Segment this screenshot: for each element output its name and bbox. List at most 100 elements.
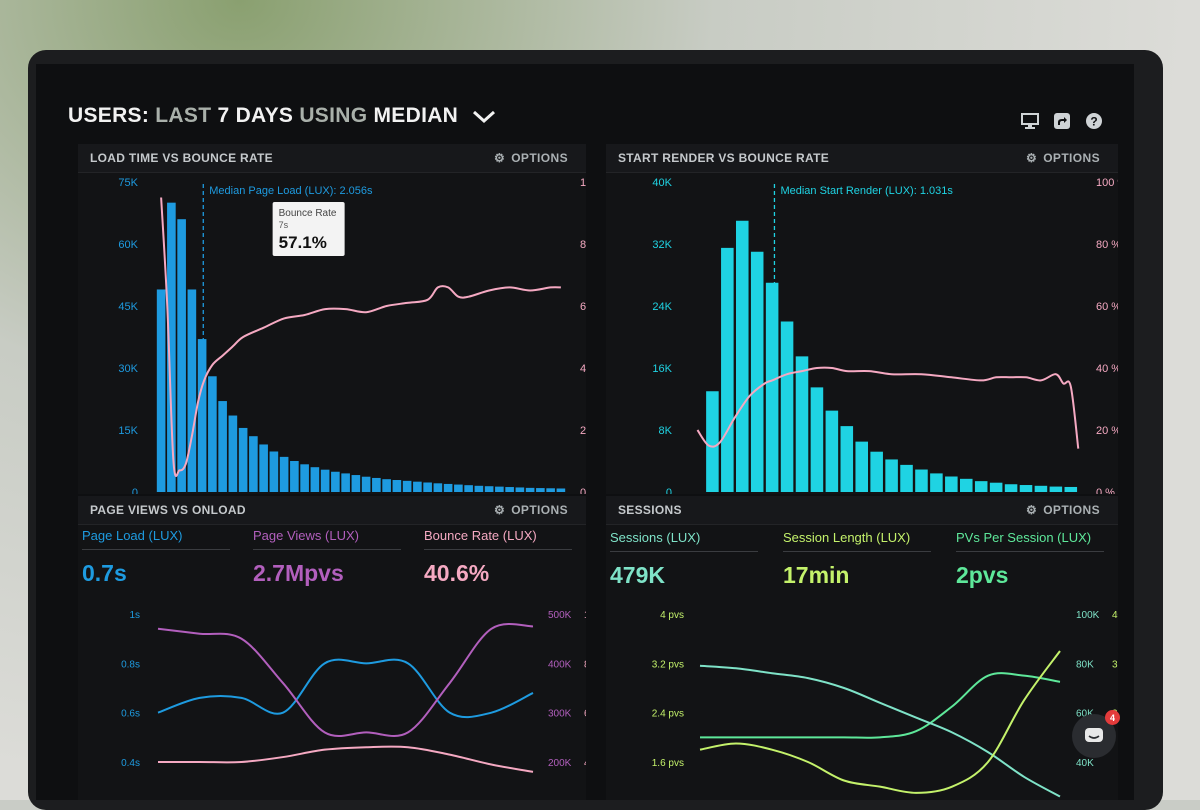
tooltip-sub: 7s bbox=[279, 220, 289, 230]
title-using: USING bbox=[299, 104, 368, 127]
gear-icon: ⚙ bbox=[494, 151, 506, 165]
options-label: OPTIONS bbox=[1043, 503, 1100, 517]
bar bbox=[156, 289, 166, 492]
options-label: OPTIONS bbox=[1043, 151, 1100, 165]
title-last: LAST bbox=[155, 104, 212, 127]
title-median: MEDIAN bbox=[373, 104, 459, 127]
metric-divider bbox=[253, 549, 401, 550]
bar bbox=[290, 461, 299, 492]
bounce-rate-line bbox=[696, 366, 1080, 449]
bar bbox=[443, 483, 453, 492]
metric-value: 17min bbox=[783, 562, 850, 588]
metric-label: PVs Per Session (LUX) bbox=[956, 530, 1092, 545]
y2-tick-label: 200K bbox=[548, 758, 572, 769]
bar bbox=[433, 483, 443, 492]
metric-value: 40.6% bbox=[424, 560, 490, 586]
title-users: USERS: bbox=[68, 104, 150, 127]
bar bbox=[546, 488, 555, 492]
options-label: OPTIONS bbox=[511, 151, 568, 165]
series-line bbox=[157, 658, 534, 719]
load-time-chart: 0 15K 30K 45K 60K 75K 0 % 20 % 40 % 60 % 80 % 100 %… bbox=[118, 177, 586, 494]
metric-bounce-rate[interactable]: Bounce Rate (LUX) 40.6% bbox=[424, 528, 572, 587]
y-tick-label: 32K bbox=[652, 239, 672, 251]
panel-title: START RENDER VS BOUNCE RATE bbox=[618, 151, 829, 165]
series-line bbox=[699, 650, 1061, 794]
bar bbox=[187, 289, 197, 492]
metric-label: Bounce Rate (LUX) bbox=[424, 528, 537, 543]
chevron-down-icon[interactable] bbox=[472, 106, 496, 130]
y-tick-label: 0.6s bbox=[121, 709, 140, 720]
bar bbox=[959, 478, 973, 492]
page-views-panel: PAGE VIEWS VS ONLOAD ⚙ OPTIONS Page Load … bbox=[78, 496, 586, 800]
y2-tick-label: 60 % bbox=[1096, 301, 1118, 313]
y2-tick-label: 20 % bbox=[580, 425, 586, 437]
metric-session-length[interactable]: Session Length (LUX) 17min bbox=[783, 530, 931, 589]
bar bbox=[974, 481, 988, 492]
y2-tick-label: 0 % bbox=[1096, 487, 1115, 494]
y2-tick-label: 400K bbox=[548, 659, 572, 670]
metric-divider bbox=[424, 549, 572, 550]
bar bbox=[423, 482, 432, 492]
y-tick-label: 3.2 pvs bbox=[652, 659, 684, 670]
panel-header: LOAD TIME VS BOUNCE RATE ⚙ OPTIONS bbox=[78, 144, 586, 173]
monitor-icon[interactable] bbox=[1020, 112, 1040, 130]
y-tick-label: 30K bbox=[118, 363, 138, 375]
title-days: 7 DAYS bbox=[217, 104, 294, 127]
y3-tick-label: 40 min bbox=[1112, 610, 1118, 621]
load-time-panel: LOAD TIME VS BOUNCE RATE ⚙ OPTIONS 0 15K 30… bbox=[78, 144, 586, 494]
metric-pvs-per-session[interactable]: PVs Per Session (LUX) 2pvs bbox=[956, 530, 1104, 589]
bar bbox=[930, 473, 943, 492]
help-icon[interactable]: ? bbox=[1084, 112, 1104, 130]
options-label: OPTIONS bbox=[511, 503, 568, 517]
metric-sessions[interactable]: Sessions (LUX) 479K bbox=[610, 530, 758, 589]
y3-tick-label: 40% bbox=[584, 758, 586, 769]
metric-value: 2.7Mpvs bbox=[253, 560, 344, 586]
y2-tick-label: 500K bbox=[548, 610, 572, 621]
bar bbox=[341, 473, 350, 492]
bar bbox=[310, 467, 320, 492]
options-button[interactable]: ⚙ OPTIONS bbox=[494, 151, 568, 165]
metric-divider bbox=[956, 551, 1104, 552]
y2-tick-label: 60K bbox=[1076, 709, 1094, 720]
series-line bbox=[699, 664, 1061, 798]
page-title[interactable]: USERS: LAST 7 DAYS USING MEDIAN bbox=[68, 104, 496, 130]
series-line bbox=[158, 745, 534, 773]
bar bbox=[1064, 486, 1078, 492]
notification-badge: 4 bbox=[1105, 710, 1120, 725]
bar bbox=[825, 410, 839, 492]
bounce-rate-line bbox=[160, 197, 561, 477]
bar bbox=[474, 485, 484, 492]
bar bbox=[197, 339, 207, 492]
bar bbox=[885, 459, 898, 492]
bar bbox=[810, 387, 824, 492]
bar bbox=[372, 477, 381, 492]
bar bbox=[505, 487, 514, 492]
bar bbox=[1004, 484, 1018, 492]
y2-tick-label: 20 % bbox=[1096, 425, 1118, 437]
bar bbox=[536, 488, 545, 492]
options-button[interactable]: ⚙ OPTIONS bbox=[494, 503, 568, 517]
panel-header: START RENDER VS BOUNCE RATE ⚙ OPTIONS bbox=[606, 144, 1118, 173]
y2-tick-label: 0 % bbox=[580, 487, 586, 494]
metric-page-views[interactable]: Page Views (LUX) 2.7Mpvs bbox=[253, 528, 401, 587]
y-tick-label: 0 bbox=[132, 487, 138, 494]
metric-label: Sessions (LUX) bbox=[610, 530, 701, 545]
metric-page-load[interactable]: Page Load (LUX) 0.7s bbox=[82, 528, 230, 587]
bar bbox=[249, 436, 258, 492]
median-label: Median Start Render (LUX): 1.031s bbox=[780, 185, 953, 197]
bar bbox=[382, 479, 391, 492]
options-button[interactable]: ⚙ OPTIONS bbox=[1026, 503, 1100, 517]
bar bbox=[238, 427, 248, 492]
y2-tick-label: 80K bbox=[1076, 659, 1094, 670]
share-icon[interactable] bbox=[1052, 112, 1072, 130]
bar bbox=[259, 444, 268, 492]
bar bbox=[900, 464, 913, 492]
bar bbox=[780, 321, 794, 492]
chat-launcher-button[interactable] bbox=[1072, 714, 1116, 758]
options-button[interactable]: ⚙ OPTIONS bbox=[1026, 151, 1100, 165]
y2-tick-label: 40 % bbox=[580, 363, 586, 375]
bar bbox=[413, 481, 422, 492]
bar bbox=[392, 480, 402, 492]
bar bbox=[361, 476, 371, 492]
bar bbox=[208, 376, 217, 492]
